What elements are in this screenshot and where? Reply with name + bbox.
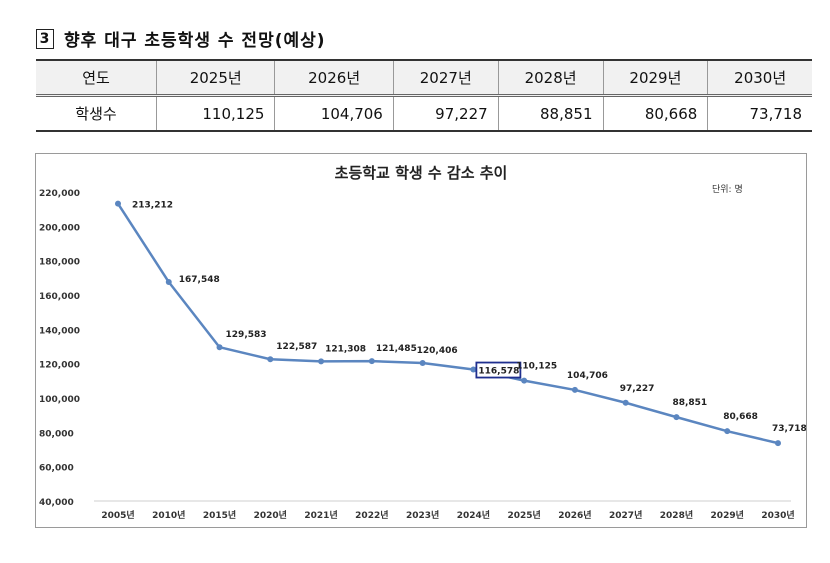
highlight-box	[475, 361, 522, 379]
data-point	[470, 366, 477, 373]
x-tick-label: 2025년	[507, 509, 540, 521]
data-point	[267, 356, 274, 363]
data-point	[673, 414, 680, 421]
x-tick-label: 2020년	[254, 509, 287, 521]
data-point	[571, 386, 578, 393]
y-tick-label: 160,000	[39, 292, 80, 302]
x-tick-label: 2028년	[660, 509, 693, 521]
header-cell-year: 연도	[36, 60, 157, 96]
section-number-box: 3	[36, 28, 54, 49]
data-point	[216, 344, 223, 351]
data-point	[318, 358, 325, 365]
data-label: 122,587	[276, 342, 317, 352]
y-tick-label: 80,000	[39, 429, 74, 439]
header-cell: 2030년	[707, 60, 812, 96]
x-tick-label: 2023년	[406, 509, 439, 521]
data-point	[115, 200, 121, 207]
data-label: 129,583	[226, 330, 267, 340]
section-title-text: 향후 대구 초등학생 수 전망(예상)	[64, 31, 326, 51]
x-tick-label: 2005년	[101, 509, 134, 521]
x-tick-label: 2030년	[761, 509, 794, 521]
y-tick-label: 100,000	[39, 395, 80, 405]
table-cell: 73,718	[707, 95, 812, 131]
data-label: 104,706	[567, 371, 608, 381]
y-tick-label: 180,000	[39, 258, 80, 268]
x-tick-label: 2022년	[355, 509, 388, 521]
data-label: 97,227	[620, 384, 655, 394]
x-tick-label: 2021년	[304, 509, 337, 521]
table-cell: 88,851	[497, 95, 604, 131]
y-tick-label: 140,000	[39, 326, 80, 336]
data-point	[724, 428, 731, 435]
data-label: 110,125	[516, 362, 557, 372]
data-point	[165, 279, 172, 286]
table-row: 학생수 110,125 104,706 97,227 88,851 80,668…	[36, 95, 812, 131]
header-cell: 2025년	[155, 60, 276, 96]
x-tick-label: 2029년	[711, 509, 744, 521]
data-label: 167,548	[179, 275, 220, 285]
data-label: 73,718	[772, 424, 806, 434]
table-cell: 110,125	[155, 95, 276, 131]
header-cell: 2028년	[497, 60, 604, 96]
y-tick-label: 220,000	[39, 189, 80, 199]
header-cell: 2027년	[392, 60, 499, 96]
x-tick-label: 2027년	[609, 509, 642, 521]
y-tick-label: 120,000	[39, 361, 80, 371]
x-tick-label: 2026년	[558, 509, 591, 521]
y-tick-label: 40,000	[39, 498, 74, 508]
data-point	[419, 359, 426, 366]
data-point	[368, 358, 375, 365]
header-cell: 2029년	[602, 60, 709, 96]
section-title: 3 향후 대구 초등학생 수 전망(예상)	[36, 26, 326, 51]
table-cell: 104,706	[274, 95, 394, 131]
x-tick-label: 2010년	[152, 509, 185, 521]
unit-label: 단위: 명	[712, 184, 743, 195]
data-label: 121,485	[376, 344, 417, 354]
data-label: 88,851	[672, 398, 707, 408]
data-point	[622, 399, 629, 406]
x-tick-label: 2015년	[203, 509, 236, 521]
data-label: 213,212	[132, 201, 173, 211]
forecast-table: 연도 2025년 2026년 2027년 2028년 2029년 2030년 학…	[36, 59, 812, 132]
table-cell: 97,227	[392, 95, 499, 131]
series-line	[116, 202, 779, 445]
y-tick-label: 60,000	[39, 464, 74, 474]
table-cell: 80,668	[602, 95, 709, 131]
row-label-students: 학생수	[36, 95, 157, 131]
data-point	[775, 440, 781, 447]
y-tick-label: 200,000	[39, 223, 80, 233]
data-label: 120,406	[417, 346, 458, 356]
data-label: 80,668	[723, 412, 758, 422]
data-label: 116,578	[478, 367, 519, 377]
table-header-row: 연도 2025년 2026년 2027년 2028년 2029년 2030년	[36, 60, 812, 96]
header-cell: 2026년	[274, 60, 394, 96]
data-label: 121,308	[325, 344, 366, 354]
chart-title: 초등학교 학생 수 감소 추이	[335, 164, 508, 182]
x-tick-label: 2024년	[457, 509, 490, 521]
data-point	[521, 377, 528, 384]
